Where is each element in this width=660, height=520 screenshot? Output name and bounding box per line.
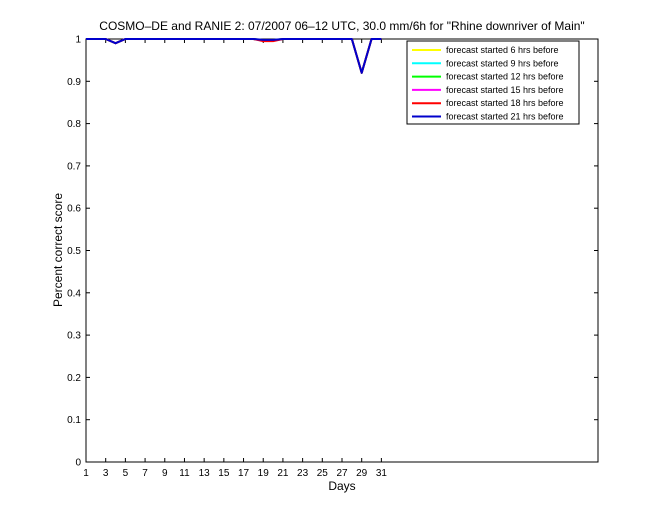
x-tick-label: 29 bbox=[356, 468, 368, 479]
y-tick-label: 0.9 bbox=[67, 77, 81, 88]
x-tick-label: 17 bbox=[238, 468, 250, 479]
y-tick-label: 0.8 bbox=[67, 119, 81, 130]
series-line-6 bbox=[86, 38, 382, 74]
legend-box bbox=[406, 40, 580, 125]
x-tick-label: 25 bbox=[317, 468, 329, 479]
x-tick-label: 5 bbox=[123, 468, 129, 479]
x-tick-label: 11 bbox=[179, 468, 190, 479]
y-tick-label: 0.4 bbox=[67, 288, 81, 299]
x-tick-label: 1 bbox=[83, 468, 89, 479]
y-tick-label: 0.3 bbox=[67, 331, 81, 342]
x-tick-label: 7 bbox=[142, 468, 148, 479]
x-tick-label: 19 bbox=[258, 468, 270, 479]
y-tick-label: 0.7 bbox=[67, 161, 81, 172]
x-tick-label: 3 bbox=[103, 468, 109, 479]
legend-entry: forecast started 21 hrs before bbox=[446, 112, 564, 122]
x-tick-label: 15 bbox=[218, 468, 230, 479]
y-tick-label: 0.1 bbox=[67, 415, 81, 426]
axis-ticks: 1 3 5 7 9 11 13 15 17 19 21 23 25 27 29 3100.10.20.30.4… bbox=[67, 35, 598, 479]
legend-entry: forecast started 15 hrs before bbox=[446, 85, 564, 95]
legend-entry: forecast started 9 hrs before bbox=[446, 58, 559, 68]
x-tick-label: 31 bbox=[376, 468, 388, 479]
x-tick-label: 21 bbox=[277, 468, 289, 479]
x-tick-label: 23 bbox=[297, 468, 309, 479]
x-tick-label: 27 bbox=[336, 468, 348, 479]
legend-entry: forecast started 18 hrs before bbox=[446, 98, 564, 108]
y-tick-label: 1 bbox=[75, 35, 81, 46]
x-tick-label: 9 bbox=[162, 468, 168, 479]
y-tick-label: 0.2 bbox=[67, 373, 81, 384]
y-axis-label: Percent correct score bbox=[51, 193, 65, 307]
x-tick-label: 13 bbox=[199, 468, 211, 479]
legend-entry: forecast started 12 hrs before bbox=[446, 72, 564, 82]
y-tick-label: 0.5 bbox=[67, 246, 81, 257]
y-tick-label: 0.6 bbox=[67, 204, 81, 215]
chart-title: COSMO–DE and RANIE 2: 07/2007 06–12 UTC,… bbox=[99, 19, 584, 33]
series-lines bbox=[86, 38, 382, 74]
legend: forecast started 6 hrs before forecast st… bbox=[406, 40, 580, 125]
legend-entry: forecast started 6 hrs before bbox=[446, 45, 559, 55]
y-tick-label: 0 bbox=[75, 458, 81, 469]
x-axis-label: Days bbox=[328, 479, 355, 493]
